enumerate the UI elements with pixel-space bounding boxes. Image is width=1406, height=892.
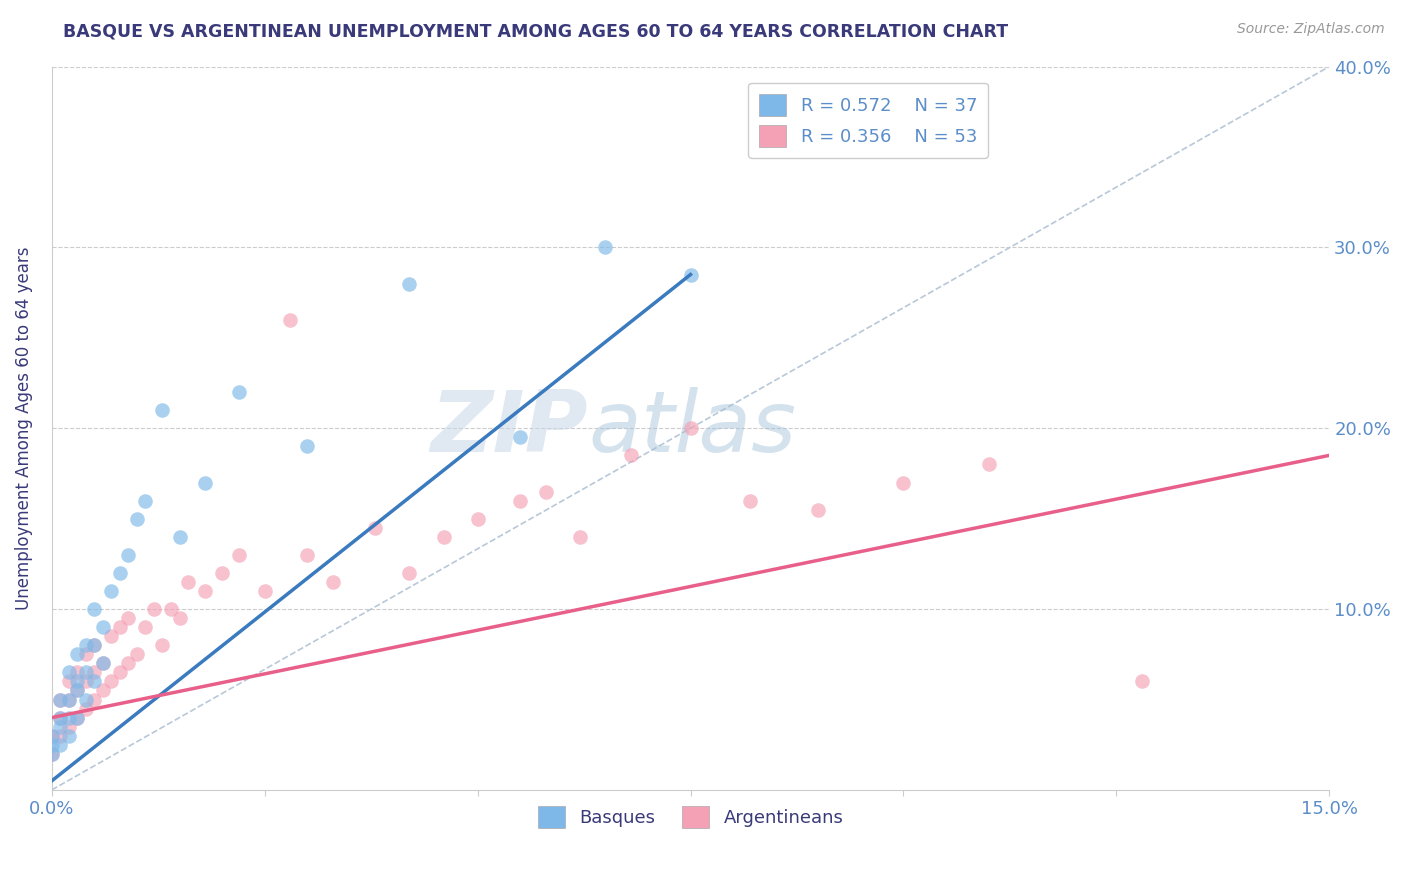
Point	[134, 620, 156, 634]
Point	[58, 674, 80, 689]
Point	[398, 277, 420, 291]
Point	[432, 530, 454, 544]
Point	[49, 692, 72, 706]
Point	[211, 566, 233, 580]
Point	[169, 530, 191, 544]
Point	[41, 747, 63, 761]
Point	[58, 729, 80, 743]
Point	[66, 683, 89, 698]
Point	[108, 566, 131, 580]
Point	[41, 729, 63, 743]
Text: ZIP: ZIP	[430, 387, 588, 470]
Point	[807, 502, 830, 516]
Point	[509, 493, 531, 508]
Point	[108, 665, 131, 680]
Point	[100, 629, 122, 643]
Point	[66, 683, 89, 698]
Point	[58, 692, 80, 706]
Point	[41, 738, 63, 752]
Point	[49, 738, 72, 752]
Point	[679, 268, 702, 282]
Point	[100, 584, 122, 599]
Point	[75, 701, 97, 715]
Point	[194, 475, 217, 490]
Point	[58, 665, 80, 680]
Point	[278, 312, 301, 326]
Point	[297, 548, 319, 562]
Point	[125, 511, 148, 525]
Point	[83, 692, 105, 706]
Point	[108, 620, 131, 634]
Point	[117, 657, 139, 671]
Point	[117, 611, 139, 625]
Point	[322, 574, 344, 589]
Text: Source: ZipAtlas.com: Source: ZipAtlas.com	[1237, 22, 1385, 37]
Point	[58, 692, 80, 706]
Point	[152, 403, 174, 417]
Point	[893, 475, 915, 490]
Point	[467, 511, 489, 525]
Point	[41, 747, 63, 761]
Point	[49, 710, 72, 724]
Point	[83, 638, 105, 652]
Point	[58, 720, 80, 734]
Point	[169, 611, 191, 625]
Point	[509, 430, 531, 444]
Point	[134, 493, 156, 508]
Point	[66, 710, 89, 724]
Point	[75, 648, 97, 662]
Point	[49, 692, 72, 706]
Point	[91, 620, 114, 634]
Point	[1130, 674, 1153, 689]
Point	[49, 710, 72, 724]
Point	[364, 521, 387, 535]
Point	[41, 729, 63, 743]
Point	[83, 602, 105, 616]
Point	[297, 439, 319, 453]
Point	[66, 648, 89, 662]
Point	[66, 674, 89, 689]
Text: atlas: atlas	[588, 387, 796, 470]
Point	[679, 421, 702, 435]
Point	[91, 657, 114, 671]
Point	[100, 674, 122, 689]
Point	[125, 648, 148, 662]
Point	[117, 548, 139, 562]
Point	[49, 729, 72, 743]
Point	[83, 665, 105, 680]
Point	[83, 674, 105, 689]
Point	[620, 449, 643, 463]
Point	[75, 665, 97, 680]
Point	[177, 574, 200, 589]
Point	[91, 683, 114, 698]
Point	[228, 548, 250, 562]
Point	[58, 710, 80, 724]
Point	[534, 484, 557, 499]
Point	[75, 692, 97, 706]
Point	[194, 584, 217, 599]
Legend: Basques, Argentineans: Basques, Argentineans	[530, 798, 851, 835]
Point	[568, 530, 591, 544]
Text: BASQUE VS ARGENTINEAN UNEMPLOYMENT AMONG AGES 60 TO 64 YEARS CORRELATION CHART: BASQUE VS ARGENTINEAN UNEMPLOYMENT AMONG…	[63, 22, 1008, 40]
Point	[253, 584, 276, 599]
Point	[228, 385, 250, 400]
Point	[398, 566, 420, 580]
Point	[152, 638, 174, 652]
Point	[49, 720, 72, 734]
Point	[740, 493, 762, 508]
Point	[91, 657, 114, 671]
Point	[160, 602, 183, 616]
Point	[142, 602, 165, 616]
Y-axis label: Unemployment Among Ages 60 to 64 years: Unemployment Among Ages 60 to 64 years	[15, 246, 32, 610]
Point	[66, 710, 89, 724]
Point	[83, 638, 105, 652]
Point	[595, 240, 617, 254]
Point	[977, 458, 1000, 472]
Point	[75, 674, 97, 689]
Point	[66, 665, 89, 680]
Point	[75, 638, 97, 652]
